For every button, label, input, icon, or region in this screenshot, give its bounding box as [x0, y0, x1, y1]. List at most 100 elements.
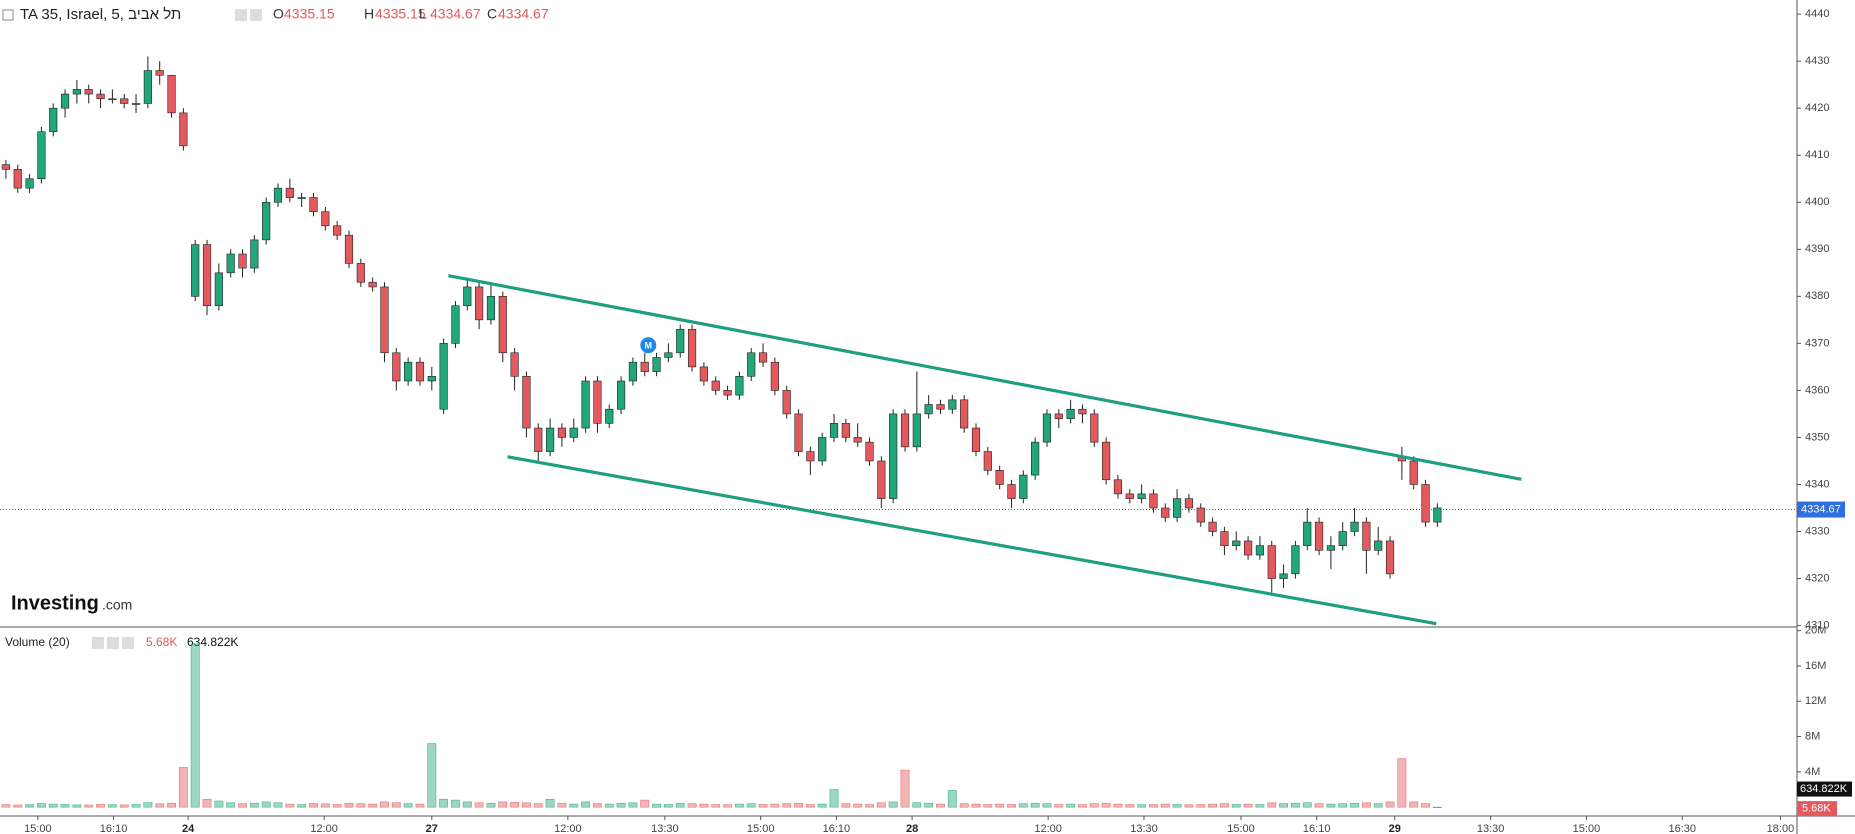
x-tick-label: 16:30	[1668, 823, 1696, 834]
candle-body	[273, 187, 283, 203]
volume-bar	[1302, 802, 1312, 808]
candle-body	[262, 201, 271, 241]
volume-bar	[663, 804, 673, 808]
y-tick-label: 4410	[1805, 149, 1829, 161]
icon[interactable]	[122, 637, 134, 649]
candle-body	[356, 263, 365, 283]
candle-body	[581, 380, 590, 429]
volume-bar	[462, 801, 472, 808]
volume-bar	[273, 802, 283, 808]
collapse-icon[interactable]	[2, 9, 14, 21]
volume-bar	[1125, 804, 1135, 808]
candle-body	[333, 225, 342, 236]
candle-body	[900, 413, 910, 448]
volume-bar	[545, 798, 555, 808]
icon[interactable]	[92, 637, 104, 649]
candle-body	[37, 131, 46, 180]
volume-bar	[498, 801, 508, 808]
candle-body	[25, 178, 34, 189]
candle-body	[72, 89, 81, 95]
volume-tick-label: 20M	[1805, 625, 1826, 637]
volume-bar	[1066, 803, 1076, 808]
y-tick-label: 4340	[1805, 478, 1829, 490]
volume-bar	[1290, 802, 1300, 808]
ohlc-value: 4335.15	[375, 6, 426, 22]
volume-bar	[628, 802, 638, 808]
volume-bar	[1184, 804, 1194, 808]
candle-body	[344, 234, 354, 264]
candle-body	[770, 361, 779, 391]
volume-bar	[107, 804, 117, 808]
volume-bar	[356, 803, 366, 808]
trendline	[448, 274, 1522, 481]
volume-bar	[155, 803, 165, 808]
volume-bar	[1373, 803, 1383, 808]
y-tick-label: 4320	[1805, 572, 1829, 584]
x-tick-label: 16:10	[100, 823, 128, 834]
volume-bar	[782, 803, 792, 808]
volume-tick-label: 12M	[1805, 695, 1826, 707]
candle-body	[853, 437, 862, 443]
volume-bar	[368, 803, 378, 808]
candle-body	[534, 427, 543, 452]
candle-body	[475, 286, 484, 321]
candle-body	[1102, 441, 1111, 481]
volume-bar	[983, 804, 993, 808]
volume-bar	[604, 803, 614, 808]
volume-bar	[202, 798, 212, 808]
volume-bar	[1421, 803, 1430, 808]
volume-tick-label: 4M	[1805, 766, 1820, 778]
icon[interactable]	[250, 9, 262, 21]
candle-body	[829, 423, 839, 438]
candle-body	[818, 437, 827, 462]
candle-body	[498, 296, 507, 354]
ohlc-label: H	[364, 6, 374, 22]
volume-bar	[640, 799, 650, 808]
volume-bar	[119, 804, 129, 808]
volume-bar	[734, 803, 744, 808]
candle-body	[49, 107, 58, 133]
volume-bar	[1409, 801, 1419, 808]
volume-bar	[1113, 803, 1123, 808]
candle-body	[652, 357, 661, 372]
volume-bar	[616, 802, 626, 808]
candle-body	[143, 70, 152, 104]
volume-bar	[214, 800, 224, 808]
event-label: M	[645, 341, 653, 351]
candle-body	[983, 451, 992, 471]
volume-bar	[309, 803, 318, 808]
candle-body	[735, 375, 744, 396]
candle-body	[226, 253, 235, 274]
candle-body	[1279, 573, 1288, 579]
x-tick-label: 24	[182, 823, 195, 834]
x-tick-label: 16:10	[1303, 823, 1331, 834]
candle-body	[1385, 540, 1395, 575]
candle-body	[1031, 441, 1040, 476]
volume-bar	[1314, 803, 1324, 808]
candle-body	[522, 375, 531, 429]
x-tick-label: 12:00	[554, 823, 582, 834]
logo-suffix: .com	[102, 597, 132, 613]
x-tick-label: 13:30	[1130, 823, 1158, 834]
volume-bar	[380, 801, 389, 808]
y-tick-label: 4330	[1805, 525, 1829, 537]
volume-bar	[226, 802, 236, 808]
event-marker	[640, 337, 657, 354]
candle-body	[936, 404, 945, 410]
volume-bar	[959, 803, 969, 808]
volume-bar	[533, 803, 543, 808]
candle-body	[593, 380, 602, 424]
candle-body	[1184, 498, 1194, 509]
volume-bar	[758, 804, 768, 808]
volume-bar	[1208, 803, 1218, 808]
volume-bar	[805, 804, 815, 808]
volume-bar	[1243, 803, 1253, 808]
volume-bar	[675, 802, 685, 808]
candle-body	[155, 70, 164, 76]
volume-bar	[1089, 803, 1099, 808]
icon[interactable]	[235, 9, 247, 21]
candle-body	[676, 328, 685, 354]
icon[interactable]	[107, 637, 119, 649]
volume-bar	[391, 802, 401, 808]
candle-body	[628, 361, 637, 382]
